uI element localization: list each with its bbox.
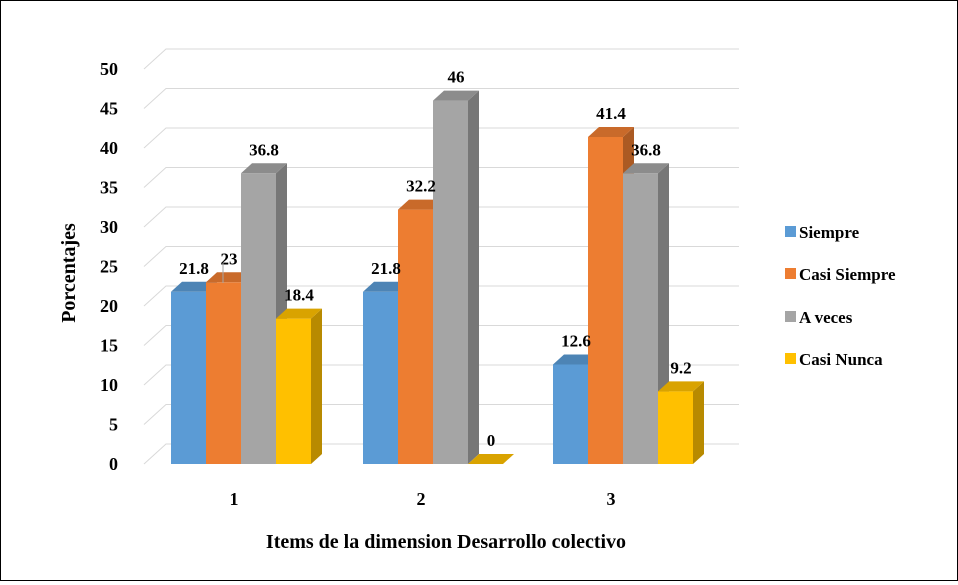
bar-front [206, 282, 241, 464]
y-tick-label: 35 [100, 178, 118, 198]
legend-item: Casi Siempre [785, 265, 896, 284]
y-axis-title: Porcentajes [58, 223, 80, 323]
bar-front [398, 210, 433, 464]
bar-front [241, 173, 276, 464]
bar-side [468, 91, 479, 464]
y-tick-label: 15 [100, 336, 118, 356]
bar-side [693, 381, 704, 464]
legend-swatch [785, 311, 796, 322]
data-label: 21.8 [371, 259, 401, 278]
x-tick-label: 3 [607, 489, 616, 509]
bar-front [588, 137, 623, 464]
y-tick-label: 50 [100, 59, 118, 79]
data-label: 9.2 [670, 358, 691, 377]
data-label: 46 [448, 68, 465, 87]
data-label: 18.4 [284, 286, 314, 305]
legend: Siempre Casi Siempre A veces Casi Nunca [785, 223, 896, 369]
y-tick-label: 40 [100, 138, 118, 158]
bar [658, 381, 704, 464]
legend-label: Siempre [799, 223, 860, 242]
data-label: 41.4 [596, 104, 626, 123]
legend-swatch [785, 268, 796, 279]
data-label: 36.8 [249, 140, 279, 159]
y-tick-label: 10 [100, 375, 118, 395]
y-tick-label: 30 [100, 217, 118, 237]
gridline [144, 49, 739, 69]
y-tick-label: 45 [100, 99, 118, 119]
legend-swatch [785, 353, 796, 364]
bar-front [276, 319, 311, 464]
bar-front [433, 101, 468, 464]
data-label: 32.2 [406, 177, 436, 196]
y-tick-label: 0 [109, 454, 118, 474]
legend-item: Casi Nunca [785, 350, 883, 369]
bar-front [363, 292, 398, 464]
bar [433, 91, 479, 464]
x-tick-label: 1 [230, 489, 239, 509]
y-tick-label: 25 [100, 257, 118, 277]
bar [276, 309, 322, 464]
x-tick-label: 2 [417, 489, 426, 509]
x-axis-title: Items de la dimension Desarrollo colecti… [266, 531, 626, 553]
legend-label: Casi Siempre [799, 265, 896, 284]
legend-swatch [785, 226, 796, 237]
bar-front [553, 364, 588, 464]
x-axis-ticks: 1 2 3 [230, 489, 616, 509]
legend-item: A veces [785, 308, 853, 327]
data-label: 0 [487, 431, 496, 450]
legend-label: Casi Nunca [799, 350, 883, 369]
data-label: 36.8 [631, 140, 661, 159]
legend-item: Siempre [785, 223, 860, 242]
bar-side [311, 309, 322, 464]
data-label: 12.6 [561, 331, 591, 350]
y-tick-label: 20 [100, 296, 118, 316]
y-axis-ticks: 0 5 10 15 20 25 30 35 40 45 50 [100, 59, 118, 474]
y-tick-label: 5 [109, 415, 118, 435]
data-label: 21.8 [179, 259, 209, 278]
legend-label: A veces [799, 308, 853, 327]
bar-front [623, 173, 658, 464]
bar-front [171, 292, 206, 464]
bar-front [658, 391, 693, 464]
